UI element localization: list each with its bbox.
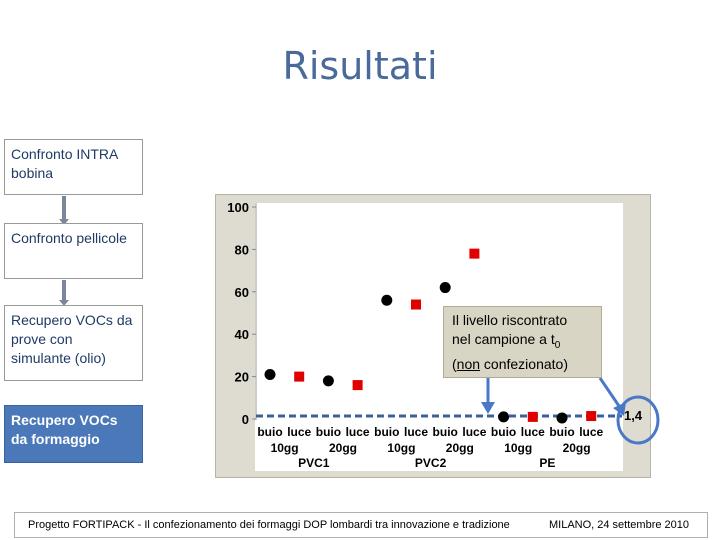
data-point-luce [294,371,305,382]
y-tick-label: 20 [235,370,249,385]
flow-step-simulante: Recupero VOCs da prove con simulante (ol… [4,305,143,381]
callout-line-3-close: confezionato) [480,355,568,372]
callout-subscript: 0 [554,339,561,351]
callout-line-2-text: nel campione a t [452,331,555,347]
x-tick-label-condition: luce [462,425,486,439]
data-point-buio [556,412,568,424]
callout-line-3-open: ( [452,355,457,372]
callout-line-1: Il livello riscontrato [452,312,568,328]
x-tick-label-condition: buio [316,425,341,439]
callout-arrow-right [598,377,621,407]
flow-arrow-2 [59,280,69,306]
data-point-buio [264,368,276,380]
data-point-buio [381,294,393,306]
callout-line-3: (non confezionato) [452,355,593,374]
data-point-luce [411,299,421,310]
x-tick-label-condition: buio [491,425,516,439]
annotation-value: 1,4 [624,408,643,423]
data-point-buio [498,411,510,423]
footer-project: Progetto FORTIPACK - Il confezionamento … [28,519,510,531]
flow-step-formaggio: Recupero VOCs da formaggio [4,405,143,463]
x-tick-label-condition: buio [374,425,399,439]
x-tick-label-time: 10gg [387,441,415,455]
footer-bar: Progetto FORTIPACK - Il confezionamento … [14,512,708,538]
x-tick-label-film: PVC2 [415,456,447,470]
x-tick-label-condition: luce [521,425,545,439]
y-tick-label: 80 [235,242,249,257]
x-tick-label-condition: luce [579,425,603,439]
x-tick-label-condition: buio [257,425,282,439]
y-tick-label: 40 [235,327,249,342]
data-point-luce [469,248,480,259]
x-tick-label-condition: luce [287,425,311,439]
callout-line-3-underlined: non [456,355,481,372]
x-tick-label-time: 10gg [504,441,532,455]
data-point-buio [322,375,334,387]
x-tick-label-time: 10gg [271,441,299,455]
x-tick-label-condition: luce [404,425,428,439]
x-tick-label-time: 20gg [446,441,474,455]
slide-title: Risultati [282,44,438,88]
x-tick-label-time: 20gg [563,441,591,455]
data-point-luce [586,411,597,422]
x-tick-label-film: PE [539,456,555,470]
x-tick-label-condition: buio [549,425,574,439]
x-tick-label-time: 20gg [329,441,357,455]
callout-line-2: nel campione a t0 [452,330,593,355]
data-point-luce [527,411,538,422]
y-tick-label: 100 [227,200,249,215]
flow-step-pellicole: Confronto pellicole [4,223,143,279]
x-tick-label-film: PVC1 [298,456,330,470]
callout-arrow-right-head [613,402,626,416]
flow-arrow-1 [59,196,69,225]
callout-box: Il livello riscontrato nel campione a t0… [443,306,602,378]
flow-step-intra-bobina: Confronto INTRA bobina [4,139,143,195]
x-tick-label-condition: buio [433,425,458,439]
annotation-circle [616,395,660,445]
callout-arrow-left-head [481,402,495,414]
y-tick-label: 0 [242,412,249,427]
footer-date: MILANO, 24 settembre 2010 [548,519,689,531]
x-tick-label-condition: luce [346,425,370,439]
data-point-buio [439,282,451,294]
data-point-luce [352,380,363,391]
y-tick-label: 60 [235,285,249,300]
